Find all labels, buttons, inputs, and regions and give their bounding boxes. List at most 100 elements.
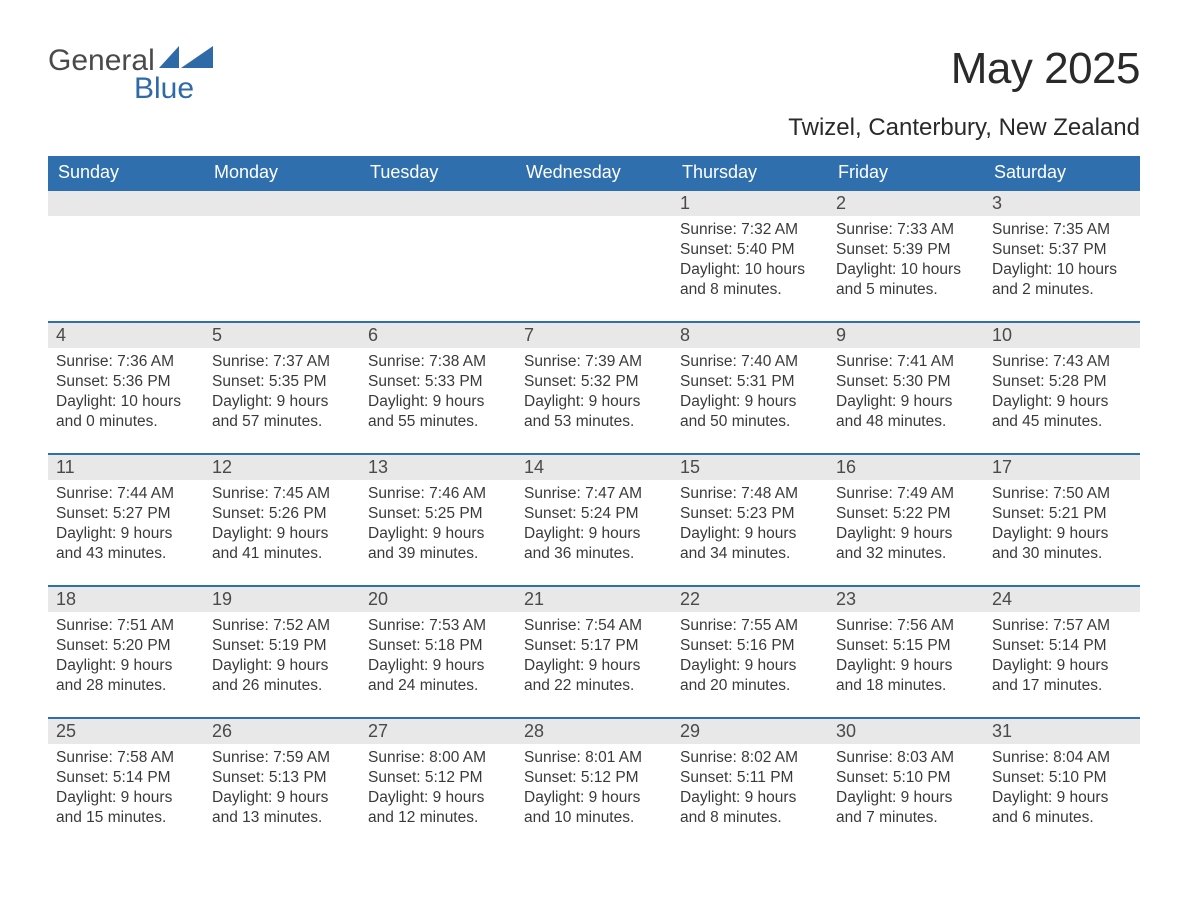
day-cell: 12Sunrise: 7:45 AMSunset: 5:26 PMDayligh…	[204, 454, 360, 586]
sunrise-value: 7:40 AM	[741, 353, 798, 370]
sunset-value: 5:21 PM	[1049, 505, 1107, 522]
sunrise-label: Sunrise:	[524, 749, 585, 766]
day-details: Sunrise: 7:46 AMSunset: 5:25 PMDaylight:…	[360, 480, 516, 571]
day-details: Sunrise: 8:02 AMSunset: 5:11 PMDaylight:…	[672, 744, 828, 835]
sunset-label: Sunset:	[212, 373, 269, 390]
calendar-body: 1Sunrise: 7:32 AMSunset: 5:40 PMDaylight…	[48, 190, 1140, 850]
day-details: Sunrise: 7:33 AMSunset: 5:39 PMDaylight:…	[828, 216, 984, 307]
sunrise-line: Sunrise: 7:50 AM	[992, 484, 1132, 504]
day-number: 21	[516, 587, 672, 612]
day-cell	[360, 190, 516, 322]
sunset-line: Sunset: 5:10 PM	[836, 768, 976, 788]
day-cell: 10Sunrise: 7:43 AMSunset: 5:28 PMDayligh…	[984, 322, 1140, 454]
sunrise-label: Sunrise:	[368, 353, 429, 370]
daylight-line: Daylight: 9 hours and 13 minutes.	[212, 788, 352, 828]
week-row: 18Sunrise: 7:51 AMSunset: 5:20 PMDayligh…	[48, 586, 1140, 718]
sunset-value: 5:25 PM	[425, 505, 483, 522]
day-details: Sunrise: 7:44 AMSunset: 5:27 PMDaylight:…	[48, 480, 204, 571]
daylight-line: Daylight: 9 hours and 20 minutes.	[680, 656, 820, 696]
title-block: May 2025	[951, 44, 1140, 94]
sunrise-line: Sunrise: 7:45 AM	[212, 484, 352, 504]
brand-logo: General Blue	[48, 44, 213, 106]
sunset-line: Sunset: 5:30 PM	[836, 372, 976, 392]
sunrise-label: Sunrise:	[56, 617, 117, 634]
day-number: 8	[672, 323, 828, 348]
day-cell: 13Sunrise: 7:46 AMSunset: 5:25 PMDayligh…	[360, 454, 516, 586]
sunset-label: Sunset:	[680, 769, 737, 786]
sunset-line: Sunset: 5:28 PM	[992, 372, 1132, 392]
sunset-line: Sunset: 5:32 PM	[524, 372, 664, 392]
sunrise-label: Sunrise:	[368, 617, 429, 634]
sunset-label: Sunset:	[836, 769, 893, 786]
sunset-line: Sunset: 5:40 PM	[680, 240, 820, 260]
sunset-label: Sunset:	[992, 241, 1049, 258]
sunset-value: 5:20 PM	[113, 637, 171, 654]
sunset-label: Sunset:	[992, 637, 1049, 654]
sunrise-label: Sunrise:	[680, 617, 741, 634]
sunset-label: Sunset:	[680, 373, 737, 390]
daylight-label: Daylight:	[992, 393, 1057, 410]
sunset-label: Sunset:	[212, 505, 269, 522]
sunrise-label: Sunrise:	[680, 353, 741, 370]
sunrise-line: Sunrise: 8:04 AM	[992, 748, 1132, 768]
day-number: 12	[204, 455, 360, 480]
sunset-line: Sunset: 5:27 PM	[56, 504, 196, 524]
day-details: Sunrise: 7:55 AMSunset: 5:16 PMDaylight:…	[672, 612, 828, 703]
sunrise-value: 7:50 AM	[1053, 485, 1110, 502]
sunrise-label: Sunrise:	[524, 617, 585, 634]
day-number: 7	[516, 323, 672, 348]
day-number	[204, 191, 360, 216]
sunset-label: Sunset:	[680, 637, 737, 654]
sunrise-label: Sunrise:	[992, 749, 1053, 766]
sunrise-value: 7:47 AM	[585, 485, 642, 502]
sunrise-label: Sunrise:	[56, 749, 117, 766]
daylight-line: Daylight: 10 hours and 0 minutes.	[56, 392, 196, 432]
sunset-label: Sunset:	[992, 373, 1049, 390]
daylight-line: Daylight: 9 hours and 34 minutes.	[680, 524, 820, 564]
sunset-label: Sunset:	[836, 241, 893, 258]
sunrise-line: Sunrise: 7:57 AM	[992, 616, 1132, 636]
day-number: 28	[516, 719, 672, 744]
sunset-value: 5:16 PM	[737, 637, 795, 654]
sunset-value: 5:26 PM	[269, 505, 327, 522]
sunrise-line: Sunrise: 7:59 AM	[212, 748, 352, 768]
day-number: 9	[828, 323, 984, 348]
flag-icon	[159, 46, 213, 70]
sunrise-line: Sunrise: 7:48 AM	[680, 484, 820, 504]
day-details: Sunrise: 7:53 AMSunset: 5:18 PMDaylight:…	[360, 612, 516, 703]
day-number: 15	[672, 455, 828, 480]
sunrise-label: Sunrise:	[212, 617, 273, 634]
day-cell	[48, 190, 204, 322]
sunrise-line: Sunrise: 7:32 AM	[680, 220, 820, 240]
page-title: May 2025	[951, 44, 1140, 94]
daylight-line: Daylight: 9 hours and 6 minutes.	[992, 788, 1132, 828]
daylight-line: Daylight: 9 hours and 8 minutes.	[680, 788, 820, 828]
daylight-label: Daylight:	[212, 393, 277, 410]
day-cell: 21Sunrise: 7:54 AMSunset: 5:17 PMDayligh…	[516, 586, 672, 718]
sunrise-value: 8:00 AM	[429, 749, 486, 766]
brand-word2: Blue	[134, 72, 194, 106]
sunrise-value: 8:04 AM	[1053, 749, 1110, 766]
day-details: Sunrise: 7:56 AMSunset: 5:15 PMDaylight:…	[828, 612, 984, 703]
sunset-line: Sunset: 5:12 PM	[524, 768, 664, 788]
day-details: Sunrise: 7:32 AMSunset: 5:40 PMDaylight:…	[672, 216, 828, 307]
sunset-label: Sunset:	[836, 505, 893, 522]
sunrise-value: 7:58 AM	[117, 749, 174, 766]
day-cell: 14Sunrise: 7:47 AMSunset: 5:24 PMDayligh…	[516, 454, 672, 586]
daylight-label: Daylight:	[680, 261, 745, 278]
day-cell: 30Sunrise: 8:03 AMSunset: 5:10 PMDayligh…	[828, 718, 984, 850]
sunrise-label: Sunrise:	[368, 749, 429, 766]
sunset-line: Sunset: 5:11 PM	[680, 768, 820, 788]
daylight-line: Daylight: 9 hours and 36 minutes.	[524, 524, 664, 564]
daylight-line: Daylight: 9 hours and 24 minutes.	[368, 656, 508, 696]
sunset-line: Sunset: 5:35 PM	[212, 372, 352, 392]
daylight-label: Daylight:	[524, 393, 589, 410]
sunset-value: 5:19 PM	[269, 637, 327, 654]
sunset-label: Sunset:	[524, 637, 581, 654]
day-cell: 27Sunrise: 8:00 AMSunset: 5:12 PMDayligh…	[360, 718, 516, 850]
weekday-header: Wednesday	[516, 156, 672, 190]
weekday-header: Saturday	[984, 156, 1140, 190]
day-cell: 20Sunrise: 7:53 AMSunset: 5:18 PMDayligh…	[360, 586, 516, 718]
sunrise-label: Sunrise:	[368, 485, 429, 502]
sunrise-label: Sunrise:	[992, 617, 1053, 634]
